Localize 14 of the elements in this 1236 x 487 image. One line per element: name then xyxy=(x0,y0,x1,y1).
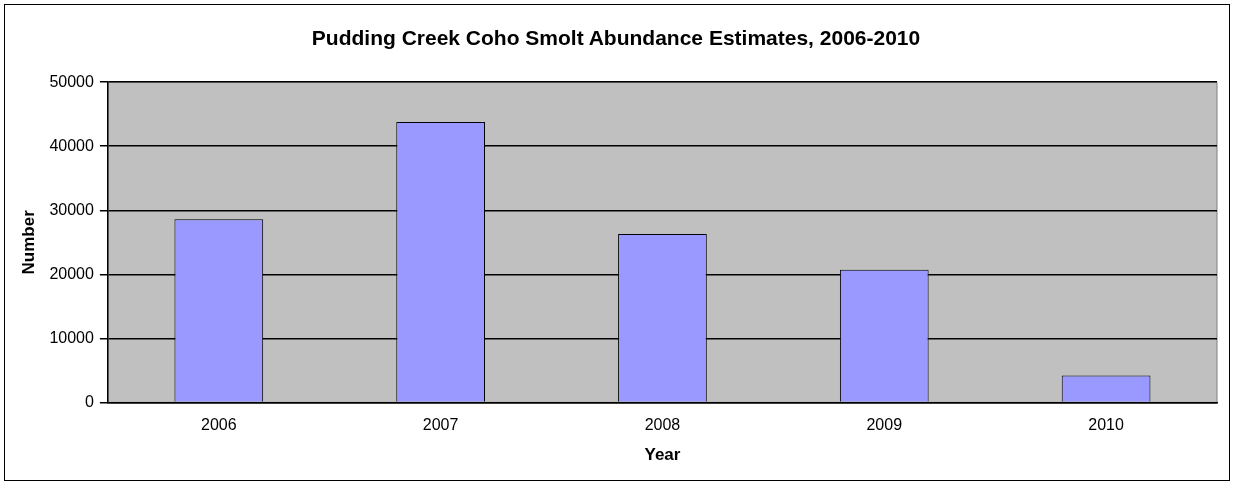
y-tick-label: 40000 xyxy=(49,136,94,154)
chart-title: Pudding Creek Coho Smolt Abundance Estimates, 2006-2010 xyxy=(311,26,921,50)
y-tick-label: 20000 xyxy=(49,264,94,282)
y-tick-label: 0 xyxy=(84,392,94,410)
x-tick-label: 2008 xyxy=(644,416,681,434)
y-tick-label: 50000 xyxy=(49,72,94,90)
y-tick-label: 10000 xyxy=(49,328,94,346)
x-axis-title: Year xyxy=(644,445,681,465)
x-tick-label: 2009 xyxy=(866,416,903,434)
x-tick-label: 2007 xyxy=(422,416,459,434)
x-tick-label: 2010 xyxy=(1088,416,1124,434)
y-tick-label: 30000 xyxy=(49,200,94,218)
y-axis-title: Number xyxy=(18,209,38,275)
x-tick-label: 2006 xyxy=(201,416,237,434)
